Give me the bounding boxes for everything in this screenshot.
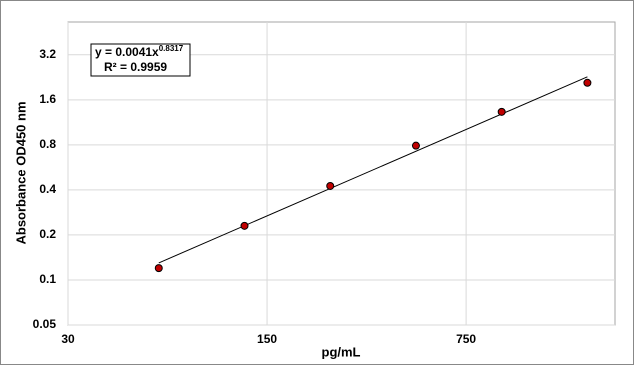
y-tick-label: 0.4 — [39, 182, 56, 196]
y-tick-label: 1.6 — [39, 92, 56, 106]
equation: y = 0.0041x0.8317 — [95, 44, 184, 59]
data-point — [411, 141, 420, 150]
x-tick-label: 30 — [61, 332, 75, 346]
y-tick-label: 0.1 — [39, 272, 56, 286]
data-point — [154, 264, 163, 273]
trendline — [158, 76, 588, 264]
r-squared: R² = 0.9959 — [104, 60, 167, 74]
y-axis-label: Absorbance OD450 nm — [13, 101, 28, 244]
equation-exponent: 0.8317 — [159, 44, 184, 53]
data-point — [583, 78, 592, 87]
equation-base: y = 0.0041x — [95, 45, 159, 59]
data-point — [240, 221, 249, 230]
equation-box — [90, 43, 191, 77]
data-point — [326, 181, 335, 190]
y-tick-label: 0.8 — [39, 137, 56, 151]
plot: 0.05 0.1 0.2 0.4 0.8 1.6 3.2 30 150 750 — [33, 22, 615, 346]
y-tick-label: 3.2 — [39, 47, 56, 61]
y-tick-label: 0.2 — [39, 227, 56, 241]
x-tick-label: 750 — [456, 332, 476, 346]
x-axis-label: pg/mL — [322, 344, 361, 359]
x-tick-label: 150 — [257, 332, 277, 346]
data-point — [497, 107, 506, 116]
y-tick-label: 0.05 — [33, 317, 57, 331]
